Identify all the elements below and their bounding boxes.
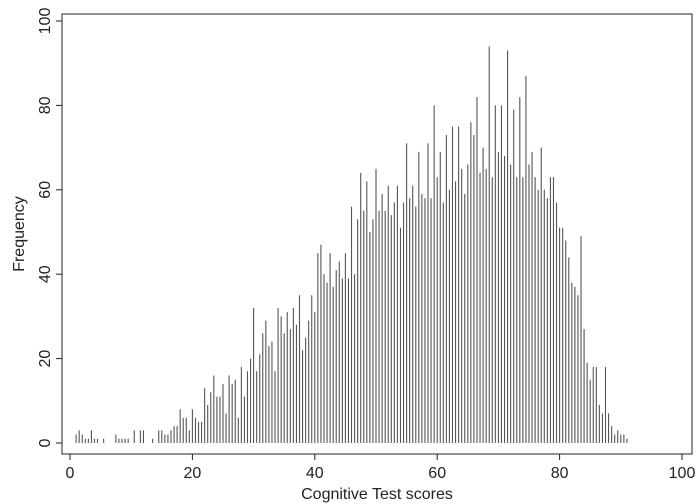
x-tick-label-0: 0 <box>66 465 75 482</box>
y-tick-label-3: 60 <box>37 181 54 199</box>
x-tick-label-5: 100 <box>669 465 696 482</box>
bars-group <box>75 46 628 443</box>
x-tick-label-4: 80 <box>551 465 569 482</box>
x-tick-label-1: 20 <box>184 465 202 482</box>
y-tick-label-5: 100 <box>37 8 54 35</box>
y-tick-label-1: 20 <box>37 350 54 368</box>
y-axis-label: Frequency <box>11 196 28 272</box>
y-tick-label-4: 80 <box>37 96 54 114</box>
x-tick-label-2: 40 <box>306 465 324 482</box>
y-axis: 0 20 40 60 80 100 <box>37 8 62 447</box>
y-tick-label-0: 0 <box>37 438 54 447</box>
x-axis: 0 20 40 60 80 100 <box>66 454 696 482</box>
y-tick-label-2: 40 <box>37 265 54 283</box>
plot-frame <box>61 13 693 455</box>
x-tick-label-3: 60 <box>428 465 446 482</box>
x-axis-label: Cognitive Test scores <box>301 486 453 503</box>
